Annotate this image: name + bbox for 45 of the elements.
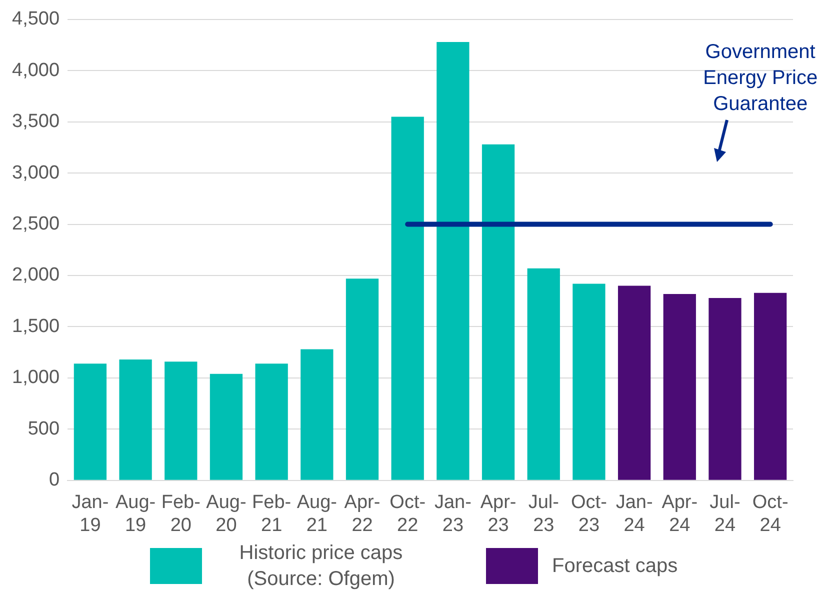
bar [754,292,787,480]
y-tick-label: 3,000 [12,162,60,184]
y-tick-label: 0 [48,470,60,491]
x-tick-label: Jul-24 [710,492,740,536]
x-tick-label: Apr-24 [662,492,698,536]
bar [300,349,334,480]
y-tick-label: 1,500 [12,316,60,337]
bar [74,364,107,480]
x-tick-label: Apr-23 [480,492,516,536]
bar [119,360,152,480]
x-tick-label: Aug-20 [206,492,246,536]
bar [255,364,288,480]
x-tick-label: Jan-19 [72,492,109,536]
text: Government Energy Price Guarantee [703,40,818,115]
x-tick-label: Aug-19 [115,492,156,536]
bar [527,268,560,480]
legend-label: Forecast caps [552,554,678,579]
y-tick-label: 1,000 [12,367,60,388]
x-tick-label: Jan-23 [434,492,472,536]
x-tick-label: Jul-23 [528,492,559,536]
x-tick-label: Feb-21 [252,492,292,536]
x-tick-label: Jan-24 [616,492,653,536]
x-tick-label: Aug-21 [296,492,337,536]
bar [708,298,742,480]
x-tick-label: Oct-24 [752,492,788,536]
bar [436,42,470,480]
y-tick-label: 4,000 [12,60,60,81]
y-tick-label: 3,500 [12,111,60,132]
x-tick-label: Oct-23 [571,492,607,536]
y-tick-label: 2,500 [12,214,60,235]
bar [346,278,379,480]
y-tick-label: 500 [28,418,60,440]
bar [482,144,515,480]
x-tick-label: Oct-22 [390,492,426,536]
x-tick-label: Feb-20 [161,492,200,536]
bar [663,294,696,480]
bar [210,374,243,480]
y-tick-label: 4,500 [12,8,60,30]
x-tick-label: Apr-22 [344,492,380,536]
bar [391,116,424,480]
bar [618,286,651,480]
bar [572,284,606,480]
y-tick-label: 2,000 [12,264,60,286]
legend-label: Historic price caps (Source: Ofgem) [238,541,404,592]
bar [164,362,198,480]
